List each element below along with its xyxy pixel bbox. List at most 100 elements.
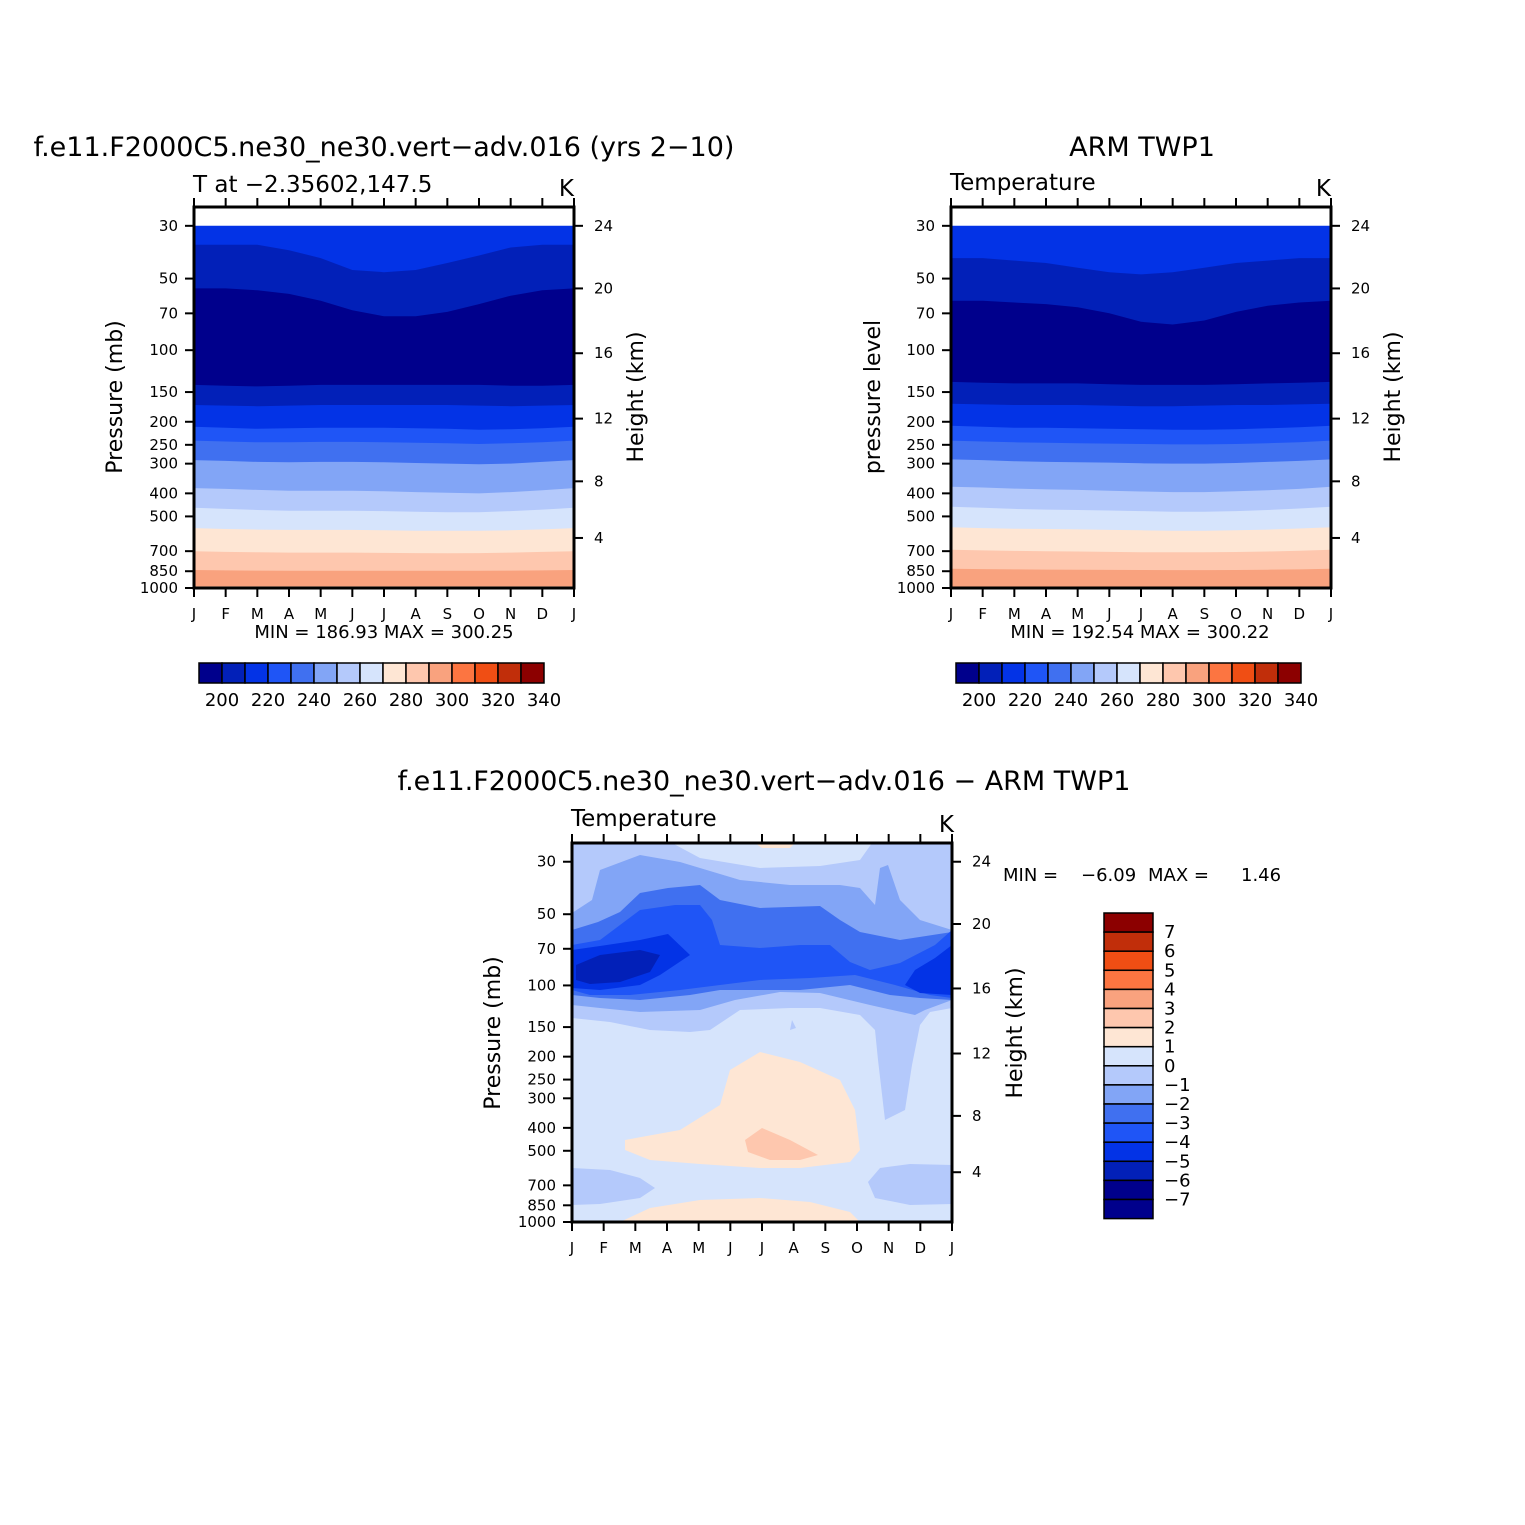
- diff-colorbar-label-12: −5: [1164, 1151, 1191, 1172]
- p1-xtick-label-0: J: [191, 605, 196, 623]
- p1-ytick-label-6: 250: [149, 436, 178, 454]
- diff-band-small-blob: [790, 1020, 796, 1030]
- p1-xtick-label-12: J: [571, 605, 576, 623]
- p2-colorbar-box-6: [1093, 662, 1118, 684]
- p3-xtick-label-1: F: [599, 1239, 608, 1257]
- p1-colorbar-box-1: [221, 662, 246, 684]
- p1-colorbar-label-4: 280: [389, 690, 423, 711]
- p1-colorbar-box-7: [359, 662, 384, 684]
- panel-2-stats: MIN = 192.54 MAX = 300.22: [1010, 622, 1269, 643]
- p3-ytick-label-12: 1000: [518, 1213, 556, 1231]
- diff-colorbar-label-8: −1: [1164, 1075, 1191, 1096]
- panel-2-title: ARM TWP1: [1069, 132, 1215, 163]
- p2-ytick-label-4: 150: [906, 383, 935, 401]
- diff-colorbar-box-9: [1103, 1084, 1154, 1105]
- diff-band-0-to-1-bottom: [620, 1198, 860, 1222]
- p2-ytick-label-11: 850: [906, 562, 935, 580]
- diff-colorbar-box-15: [1103, 1198, 1154, 1220]
- p1-ytick-label-3: 100: [149, 341, 178, 359]
- p1-xtick-label-2: M: [251, 605, 264, 623]
- p3-ytick-label-7: 300: [527, 1089, 556, 1107]
- p3-ytick-label-0: 30: [537, 853, 556, 871]
- p2-ytick-label-12: 1000: [897, 579, 935, 597]
- panel-3-min-label: MIN =: [1003, 865, 1058, 886]
- p1-ytick-right-label-5: 4: [594, 529, 604, 547]
- p2-colorbar-box-11: [1208, 662, 1233, 684]
- p1-xtick-label-3: A: [284, 605, 295, 623]
- p3-xtick-label-9: O: [851, 1239, 863, 1257]
- p1-colorbar-box-8: [382, 662, 407, 684]
- p2-colorbar-label-3: 260: [1100, 690, 1134, 711]
- p3-xtick-label-11: D: [915, 1239, 927, 1257]
- p1-ytick-label-2: 70: [159, 304, 178, 322]
- p1-colorbar-box-2: [244, 662, 269, 684]
- panel-3-max-label: MAX =: [1148, 865, 1209, 886]
- p1-ytick-label-9: 500: [149, 507, 178, 525]
- p3-ytick-right-label-1: 20: [972, 915, 991, 933]
- p1-ytick-right-label-1: 20: [594, 279, 613, 297]
- p1-xtick-label-8: S: [443, 605, 453, 623]
- p2-ytick-label-8: 400: [906, 484, 935, 502]
- panel-1-ylabel: Pressure (mb): [103, 320, 128, 474]
- panel-3-contours: [572, 843, 952, 1222]
- p3-ytick-right-label-3: 12: [972, 1045, 991, 1063]
- p1-ytick-right-label-4: 8: [594, 472, 604, 490]
- p1-ytick-right-label-2: 16: [594, 344, 613, 362]
- p3-ytick-label-10: 700: [527, 1176, 556, 1194]
- p3-ytick-right-label-4: 8: [972, 1107, 982, 1125]
- diff-band-minus1-to-minus2-lower-left: [572, 1168, 655, 1205]
- p2-colorbar-box-0: [955, 662, 980, 684]
- p2-ytick-label-6: 250: [906, 436, 935, 454]
- p1-colorbar-box-3: [267, 662, 292, 684]
- panel-obs: ARM TWP1 Temperature K J F M A M J J A S O N D J 30 50…: [861, 132, 1406, 711]
- diff-colorbar-label-3: 4: [1164, 979, 1175, 1000]
- p3-xtick-label-3: A: [662, 1239, 673, 1257]
- p2-colorbar-box-7: [1116, 662, 1141, 684]
- p3-xtick-label-6: J: [759, 1239, 764, 1257]
- diff-band-minus5-to-minus6-right: [905, 945, 952, 995]
- p3-ytick-label-5: 200: [527, 1048, 556, 1066]
- diff-colorbar-label-7: 0: [1164, 1056, 1175, 1077]
- p2-xtick-label-4: M: [1071, 605, 1084, 623]
- p2-colorbar-label-5: 300: [1192, 690, 1226, 711]
- p2-xtick-label-1: F: [978, 605, 987, 623]
- p3-ytick-label-8: 400: [527, 1119, 556, 1137]
- panel-2-ylabel: pressure level: [861, 320, 886, 474]
- panel-3-ylabel: Pressure (mb): [481, 956, 506, 1110]
- p1-colorbar-label-5: 300: [435, 690, 469, 711]
- diff-colorbar-label-9: −2: [1164, 1094, 1191, 1115]
- diff-colorbar-box-14: [1103, 1179, 1154, 1201]
- diff-colorbar-label-14: −7: [1164, 1190, 1191, 1211]
- p2-xtick-label-3: A: [1041, 605, 1052, 623]
- p2-ytick-right-label-5: 4: [1351, 529, 1361, 547]
- p2-colorbar-box-8: [1139, 662, 1164, 684]
- p1-colorbar-label-0: 200: [205, 690, 239, 711]
- p3-ytick-label-1: 50: [537, 905, 556, 923]
- p2-ytick-label-9: 500: [906, 507, 935, 525]
- p1-xtick-label-11: D: [537, 605, 549, 623]
- panel-1-stats: MIN = 186.93 MAX = 300.25: [254, 622, 513, 643]
- p3-ytick-label-9: 500: [527, 1142, 556, 1160]
- p1-ytick-right-label-3: 12: [594, 410, 613, 428]
- p3-xtick-label-8: S: [821, 1239, 831, 1257]
- panel-3-ylabel-right: Height (km): [1003, 967, 1028, 1098]
- p2-ytick-label-5: 200: [906, 413, 935, 431]
- p2-colorbar-box-3: [1024, 662, 1049, 684]
- panel-2-units: K: [1316, 176, 1332, 202]
- p1-ytick-label-11: 850: [149, 562, 178, 580]
- diff-band-minus4-to-minus5: [572, 905, 952, 998]
- p3-xtick-label-4: M: [692, 1239, 705, 1257]
- p2-colorbar-box-2: [1001, 662, 1026, 684]
- panel-diff: f.e11.F2000C5.ne30_ne30.vert−adv.016 − A…: [398, 766, 1282, 1257]
- p2-colorbar-label-2: 240: [1054, 690, 1088, 711]
- p2-xtick-label-10: N: [1262, 605, 1273, 623]
- diff-band-0-to-1-mid: [625, 1052, 860, 1168]
- p1-colorbar-box-14: [520, 662, 545, 684]
- diff-colorbar-box-12: [1103, 1141, 1154, 1163]
- p3-ytick-right-label-0: 24: [972, 853, 991, 871]
- p2-xtick-label-5: J: [1106, 605, 1111, 623]
- p2-xtick-label-11: D: [1294, 605, 1306, 623]
- p2-colorbar-label-6: 320: [1238, 690, 1272, 711]
- diff-colorbar-box-3: [1103, 969, 1154, 991]
- diff-colorbar-label-10: −3: [1164, 1113, 1191, 1134]
